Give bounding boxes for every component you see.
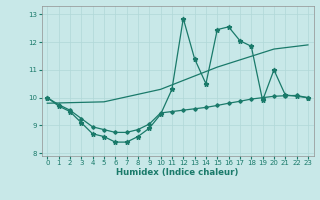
X-axis label: Humidex (Indice chaleur): Humidex (Indice chaleur)	[116, 168, 239, 177]
